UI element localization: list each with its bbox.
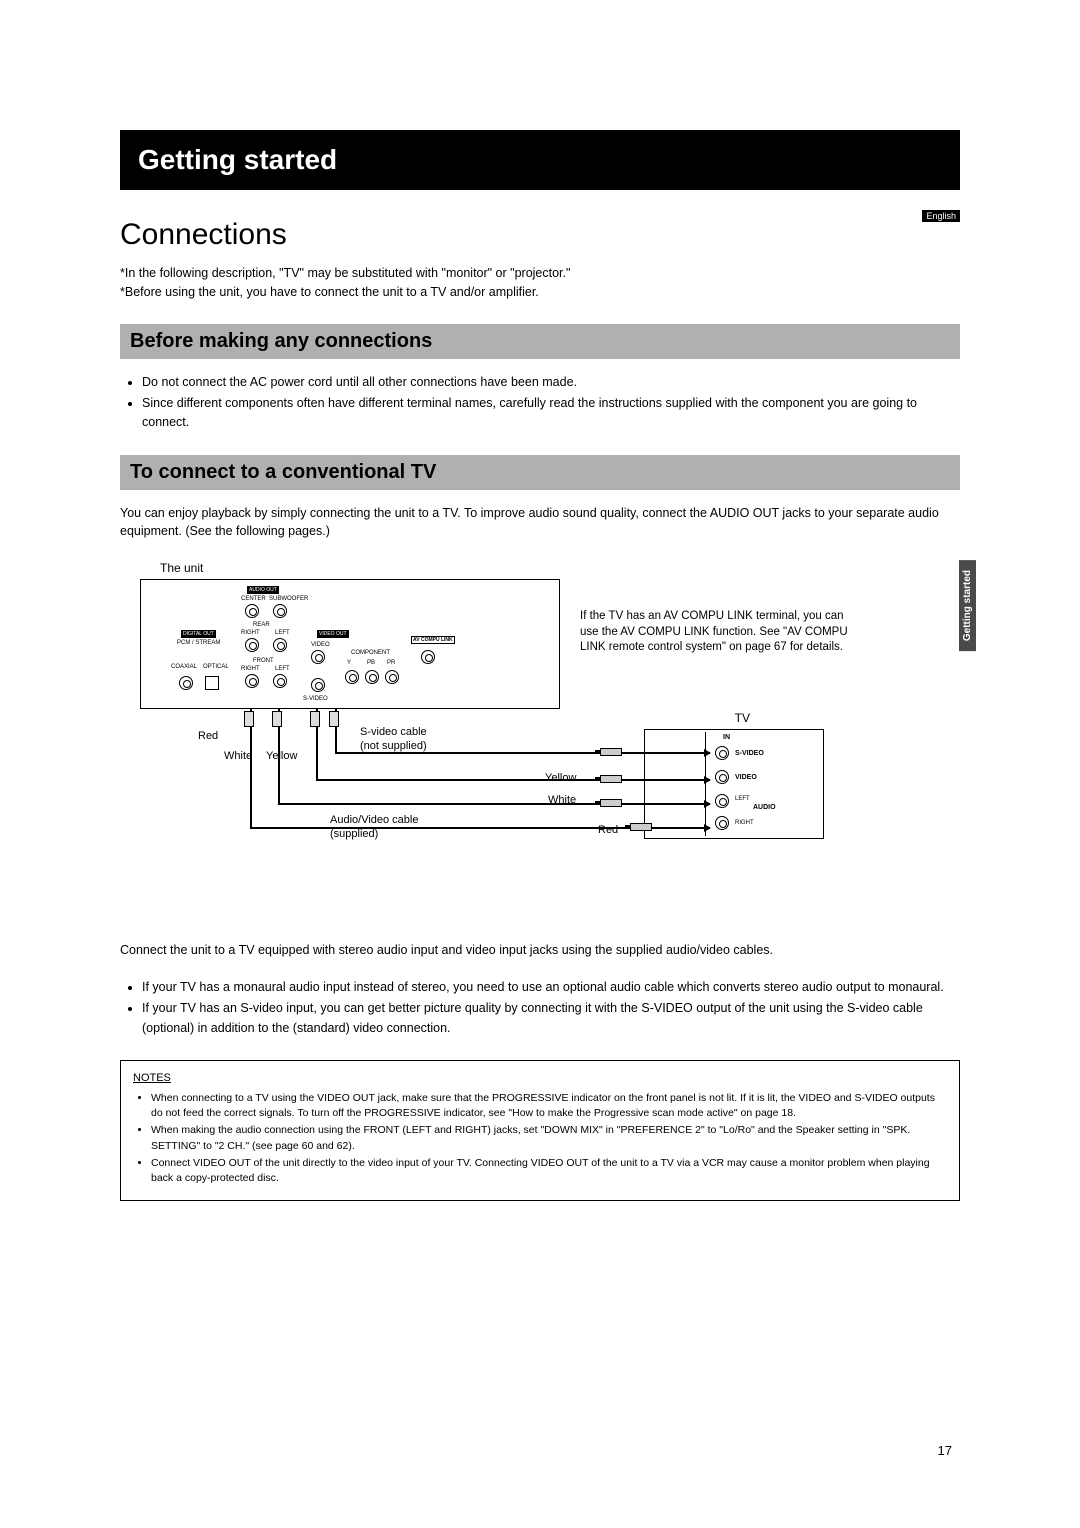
page-header-title: Getting started: [138, 144, 337, 175]
plug-icon: [310, 711, 320, 727]
before-bullet-2: Since different components often have di…: [142, 394, 960, 433]
label-yellow-1: Yellow: [266, 749, 297, 763]
tv-label-video: VIDEO: [735, 774, 757, 781]
connect-lead: You can enjoy playback by simply connect…: [120, 504, 960, 542]
tv-label-svideo: S-VIDEO: [735, 750, 764, 757]
after-bullet-1: If your TV has a monaural audio input in…: [142, 978, 960, 997]
tv-label: TV: [735, 711, 750, 725]
label-audio-out: AUDIO OUT: [247, 586, 279, 594]
notes-title: NOTES: [133, 1071, 171, 1087]
section-heading-connect: To connect to a conventional TV: [120, 455, 960, 490]
before-bullet-1: Do not connect the AC power cord until a…: [142, 373, 960, 392]
tv-label-audio: AUDIO: [753, 804, 776, 811]
page-number: 17: [938, 1443, 952, 1458]
label-pr: PR: [387, 660, 395, 666]
cable-line: [316, 779, 710, 781]
label-white-1: White: [224, 749, 252, 763]
unit-label: The unit: [160, 561, 203, 575]
jack-rear-l: [273, 638, 287, 652]
intro-line-1: *In the following description, "TV" may …: [120, 264, 960, 283]
plug-icon: [600, 748, 622, 756]
tv-label-left: LEFT: [735, 796, 750, 802]
plug-icon: [329, 711, 339, 727]
plug-icon: [630, 823, 652, 831]
label-svideo-cable2: (not supplied): [360, 740, 427, 752]
jack-video: [311, 650, 325, 664]
plug-icon: [600, 775, 622, 783]
diagram-info-text: If the TV has an AV COMPU LINK terminal,…: [580, 609, 860, 656]
label-right2: RIGHT: [241, 666, 260, 672]
language-tag: English: [922, 210, 960, 222]
plug-icon: [244, 711, 254, 727]
label-red-2: Red: [598, 823, 618, 837]
after-bullet-2: If your TV has an S-video input, you can…: [142, 999, 960, 1038]
label-coaxial: COAXIAL: [171, 664, 197, 670]
plug-icon: [600, 799, 622, 807]
jack-avcompu: [421, 650, 435, 664]
tv-jack-left: [715, 794, 729, 808]
main-title: Connections: [120, 218, 960, 252]
label-optical: OPTICAL: [203, 664, 229, 670]
label-video-out: VIDEO OUT: [317, 630, 349, 638]
side-tab: Getting started: [959, 560, 976, 651]
cable-line: [335, 752, 710, 754]
label-sub: SUBWOOFER: [269, 596, 308, 602]
jack-optical: [205, 676, 219, 690]
jack-front-r: [245, 674, 259, 688]
label-av-cable2: (supplied): [330, 828, 378, 840]
jack-front-l: [273, 674, 287, 688]
label-y: Y: [347, 660, 351, 666]
page-header: Getting started: [120, 130, 960, 190]
note-3: Connect VIDEO OUT of the unit directly t…: [151, 1156, 947, 1186]
label-right1: RIGHT: [241, 630, 260, 636]
intro-line-2: *Before using the unit, you have to conn…: [120, 283, 960, 302]
cable-line: [278, 803, 710, 805]
label-rear: REAR: [253, 622, 270, 628]
tv-panel: IN S-VIDEO VIDEO LEFT AUDIO RIGHT: [644, 729, 824, 839]
jack-coaxial: [179, 676, 193, 690]
label-left1: LEFT: [275, 630, 290, 636]
jack-svideo: [311, 678, 325, 692]
jack-rear-r: [245, 638, 259, 652]
label-pb: PB: [367, 660, 375, 666]
label-center: CENTER: [241, 596, 266, 602]
jack-center: [245, 604, 259, 618]
label-video: VIDEO: [311, 642, 330, 648]
label-av-compu: AV COMPU LINK: [411, 636, 455, 644]
note-2: When making the audio connection using t…: [151, 1123, 947, 1153]
unit-panel: AUDIO OUT CENTER SUBWOOFER REAR RIGHT LE…: [140, 579, 560, 709]
tv-in: IN: [723, 734, 730, 741]
intro-text: *In the following description, "TV" may …: [120, 264, 960, 302]
label-pcm: PCM / STREAM: [177, 640, 220, 646]
section-heading-before: Before making any connections: [120, 324, 960, 359]
note-1: When connecting to a TV using the VIDEO …: [151, 1091, 947, 1121]
before-bullets: Do not connect the AC power cord until a…: [120, 373, 960, 433]
label-digital-out: DIGITAL OUT: [181, 630, 216, 638]
label-svideo-cable: S-video cable: [360, 726, 427, 738]
plug-icon: [272, 711, 282, 727]
notes-box: NOTES When connecting to a TV using the …: [120, 1060, 960, 1201]
tv-jack-video: [715, 770, 729, 784]
cable-line: [250, 709, 252, 829]
tv-label-right: RIGHT: [735, 820, 754, 826]
after-diagram-lead: Connect the unit to a TV equipped with s…: [120, 941, 960, 960]
label-red-1: Red: [198, 729, 218, 743]
label-left2: LEFT: [275, 666, 290, 672]
tv-jack-svideo: [715, 746, 729, 760]
label-svideo-jack: S-VIDEO: [303, 696, 328, 702]
jack-pr: [385, 670, 399, 684]
label-front: FRONT: [253, 658, 274, 664]
jack-y: [345, 670, 359, 684]
jack-sub: [273, 604, 287, 618]
tv-jack-right: [715, 816, 729, 830]
jack-pb: [365, 670, 379, 684]
label-component: COMPONENT: [351, 650, 390, 656]
label-av-cable: Audio/Video cable: [330, 814, 418, 826]
after-diagram-bullets: If your TV has a monaural audio input in…: [120, 978, 960, 1038]
connection-diagram: The unit AUDIO OUT CENTER SUBWOOFER REAR…: [120, 561, 860, 901]
label-white-2: White: [548, 793, 576, 807]
